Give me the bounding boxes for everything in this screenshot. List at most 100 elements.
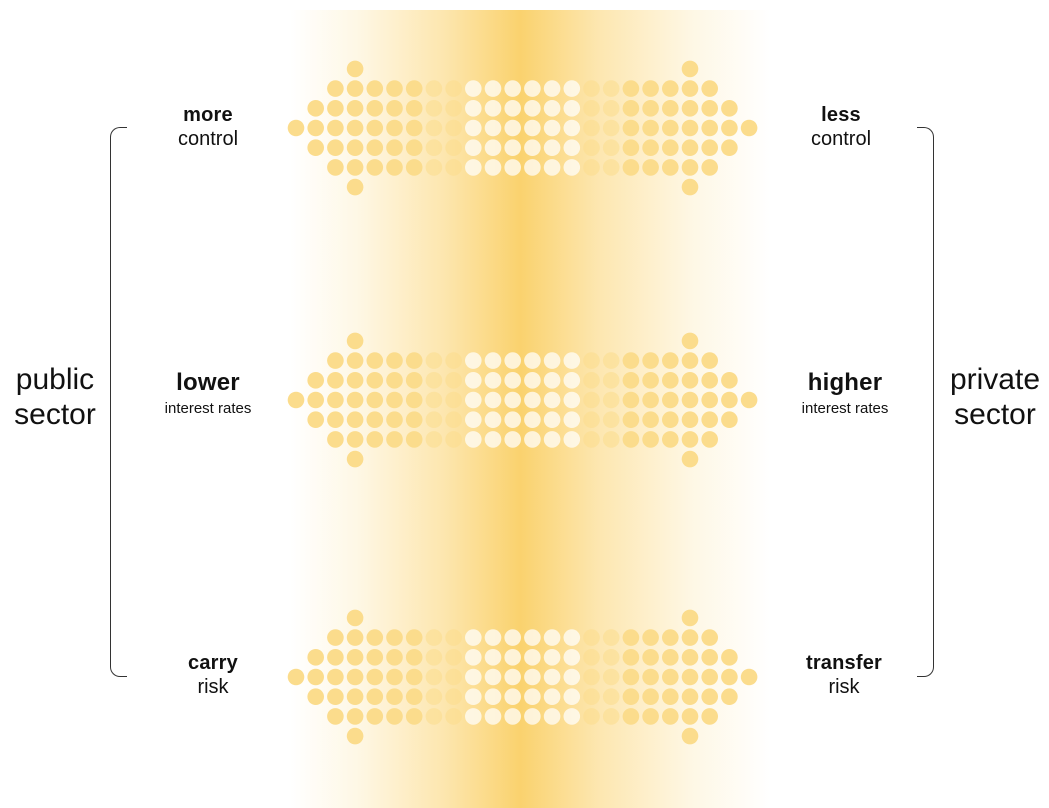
arrow-dot [524, 372, 541, 389]
row-risk-left-label: carry risk [128, 651, 298, 699]
arrow-dot [504, 431, 521, 448]
arrow-dot [327, 649, 344, 666]
arrow-dot [425, 708, 443, 725]
arrow-dot [701, 688, 718, 705]
arrow-dot [662, 431, 679, 448]
arrow-dot [583, 352, 600, 369]
arrow-dot [543, 119, 561, 137]
arrow-dot [327, 80, 344, 97]
arrow-dot [524, 159, 541, 176]
arrow-dot [583, 159, 600, 176]
arrow-dot [524, 139, 541, 156]
arrow-dot [386, 411, 403, 429]
arrow-dot [583, 668, 600, 686]
arrow-dot [346, 178, 364, 196]
arrow-dot [524, 629, 541, 646]
arrow-dot [602, 139, 620, 156]
arrow-dot [386, 80, 403, 97]
arrow-dot [543, 708, 561, 725]
arrow-dot [465, 708, 482, 725]
arrow-dot [602, 688, 620, 705]
private-sector-line2: sector [954, 398, 1036, 432]
arrow-dot [366, 668, 384, 686]
arrow-dot [721, 688, 738, 705]
arrow-dot [346, 411, 364, 429]
arrow-dot [346, 629, 364, 646]
arrow-dot [484, 431, 502, 448]
arrow-dot [602, 391, 620, 409]
arrow-dot [642, 159, 659, 176]
arrow-dot [445, 431, 462, 448]
arrow-dot [465, 352, 482, 369]
arrow-dot [445, 80, 462, 97]
arrow-dot [346, 609, 364, 627]
arrow-dot [504, 411, 521, 429]
arrow-dot [405, 159, 423, 176]
arrow-dot [366, 391, 384, 409]
arrow-dot [327, 629, 344, 646]
arrow-dot [543, 100, 561, 117]
arrow-dot [602, 708, 620, 725]
arrow-dot [524, 431, 541, 448]
arrow-dot [405, 688, 423, 705]
arrow-dot [662, 119, 679, 137]
arrow-dot [465, 159, 482, 176]
arrow-dot [425, 629, 443, 646]
interest-rates-right-text: interest rates [801, 399, 889, 417]
arrow-dot [642, 139, 659, 156]
arrow-dot [445, 100, 462, 117]
row-control-right-label: less control [756, 103, 926, 151]
arrow-dot [425, 159, 443, 176]
arrow-dot [524, 708, 541, 725]
arrow-dot [386, 391, 403, 409]
arrow-dot [307, 668, 325, 686]
arrow-dot [327, 100, 344, 117]
arrow-dot [721, 372, 738, 389]
arrow-dot [721, 391, 738, 409]
arrow-dot [543, 80, 561, 97]
arrow-dot [346, 332, 364, 350]
arrow-dot [642, 352, 659, 369]
arrow-dot [445, 668, 462, 686]
more-text: more [183, 104, 233, 126]
arrow-dot [721, 668, 738, 686]
arrow-dot [543, 649, 561, 666]
arrow-dot [583, 411, 600, 429]
arrow-dot [386, 119, 403, 137]
arrow-dot [504, 159, 521, 176]
arrow-dot [701, 119, 718, 137]
arrow-dot [484, 411, 502, 429]
arrow-dot [602, 100, 620, 117]
higher-text: higher [807, 369, 883, 396]
arrow-dot [405, 411, 423, 429]
arrow-dot [701, 139, 718, 156]
arrow-dot [346, 727, 364, 745]
arrow-dot [504, 139, 521, 156]
arrow-dot [504, 668, 521, 686]
arrow-dot [563, 649, 581, 666]
arrow-dot [327, 119, 344, 137]
arrow-dot [583, 391, 600, 409]
arrow-dot [346, 668, 364, 686]
arrow-dot [504, 80, 521, 97]
arrow-dot [366, 139, 384, 156]
arrow-dot [602, 372, 620, 389]
arrow-dot [681, 80, 699, 97]
arrow-dot [504, 688, 521, 705]
arrow-dot [465, 119, 482, 137]
arrow-dot [425, 352, 443, 369]
arrow-dot [701, 431, 718, 448]
arrow-dot [307, 411, 325, 429]
arrow-dot [465, 100, 482, 117]
arrow-dot [366, 159, 384, 176]
arrow-dot [327, 431, 344, 448]
arrow-dot [307, 139, 325, 156]
arrow-dot [642, 100, 659, 117]
arrow-dot [622, 119, 640, 137]
arrow-dot [543, 629, 561, 646]
arrow-dot [405, 119, 423, 137]
arrow-dot [346, 372, 364, 389]
arrow-dot [386, 352, 403, 369]
arrow-dot [346, 159, 364, 176]
arrow-dot [740, 391, 758, 409]
